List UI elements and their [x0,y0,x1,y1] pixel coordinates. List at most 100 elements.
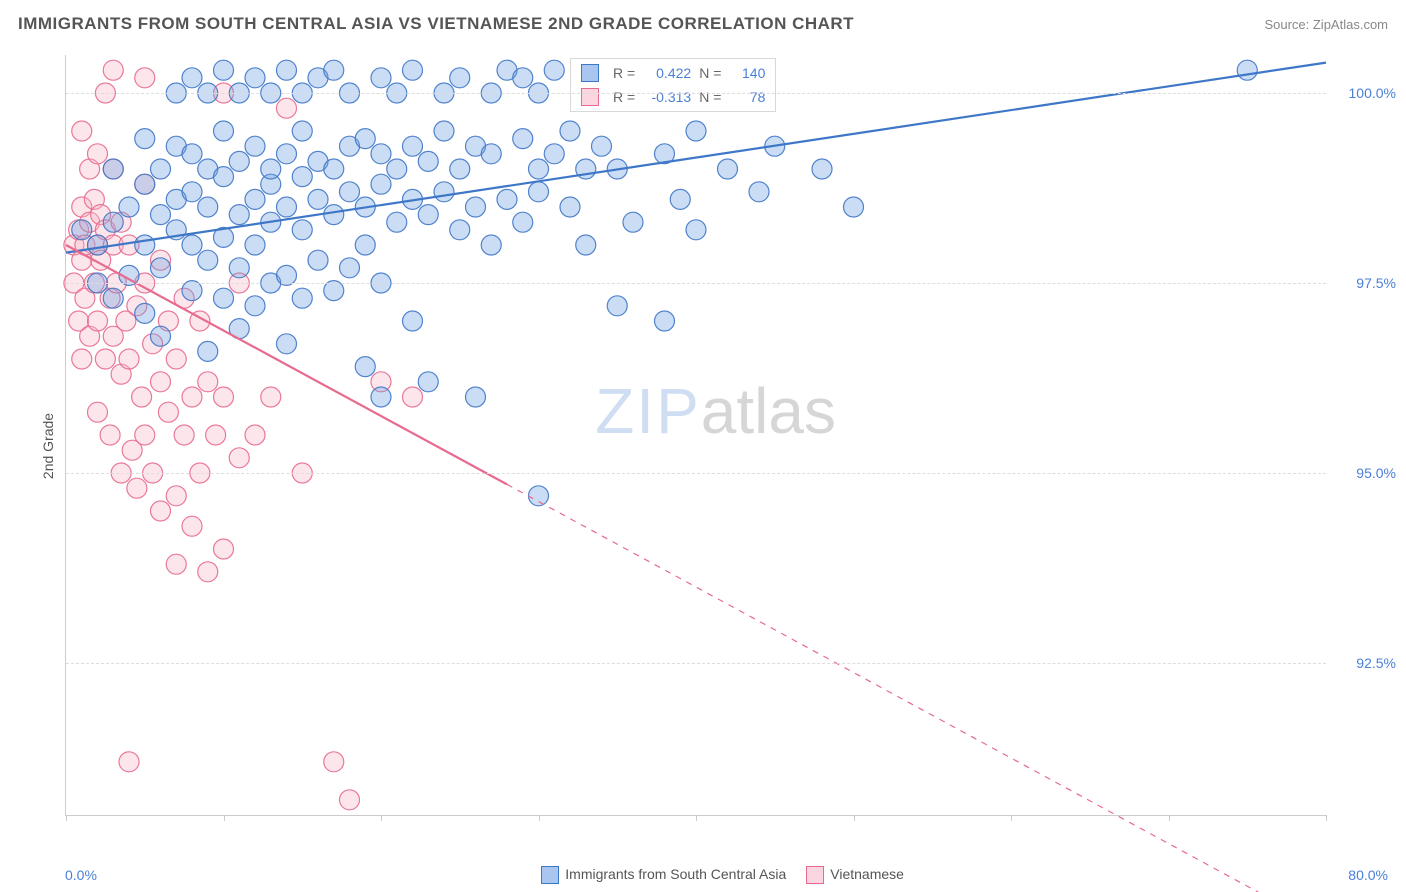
scatter-point [166,554,186,574]
scatter-point [450,159,470,179]
scatter-point [214,387,234,407]
scatter-point [340,182,360,202]
legend-bottom: Immigrants from South Central AsiaVietna… [541,866,904,884]
scatter-point [529,159,549,179]
scatter-point [844,197,864,217]
scatter-point [229,448,249,468]
scatter-point [466,197,486,217]
scatter-point [560,197,580,217]
gridline [66,473,1326,474]
scatter-point [198,197,218,217]
scatter-point [245,189,265,209]
scatter-point [198,562,218,582]
x-max-label: 80.0% [1348,867,1388,883]
scatter-point [812,159,832,179]
scatter-point [481,235,501,255]
scatter-point [529,486,549,506]
scatter-point [229,258,249,278]
scatter-point [371,144,391,164]
chart-header: IMMIGRANTS FROM SOUTH CENTRAL ASIA VS VI… [18,14,1388,34]
scatter-point [135,68,155,88]
y-tick-label: 92.5% [1356,655,1396,671]
scatter-point [245,235,265,255]
scatter-point [198,250,218,270]
chart-source: Source: ZipAtlas.com [1264,17,1388,32]
scatter-point [686,121,706,141]
scatter-point [371,174,391,194]
scatter-point [103,212,123,232]
scatter-point [214,288,234,308]
scatter-point [560,121,580,141]
x-tick [696,815,697,821]
scatter-point [95,349,115,369]
scatter-point [434,121,454,141]
scatter-point [387,159,407,179]
legend-n-value: 140 [729,65,765,81]
x-tick [539,815,540,821]
scatter-point [151,372,171,392]
scatter-point [403,387,423,407]
scatter-point [450,68,470,88]
scatter-point [403,136,423,156]
x-tick [1169,815,1170,821]
scatter-point [72,349,92,369]
scatter-point [718,159,738,179]
scatter-point [182,144,202,164]
scatter-point [135,174,155,194]
legend-r-label: R = [613,89,635,105]
legend-r-value: 0.422 [643,65,691,81]
legend-n-label: N = [699,89,721,105]
chart-title: IMMIGRANTS FROM SOUTH CENTRAL ASIA VS VI… [18,14,854,34]
scatter-point [308,250,328,270]
scatter-point [277,197,297,217]
x-tick [854,815,855,821]
y-tick-label: 97.5% [1356,275,1396,291]
scatter-point [418,372,438,392]
scatter-point [497,189,517,209]
scatter-point [355,129,375,149]
scatter-point [119,349,139,369]
scatter-point [135,129,155,149]
x-axis-row: 0.0% Immigrants from South Central AsiaV… [65,866,1388,884]
scatter-point [371,68,391,88]
scatter-point [355,357,375,377]
scatter-point [103,288,123,308]
scatter-point [214,121,234,141]
scatter-point [135,303,155,323]
y-tick-label: 100.0% [1349,85,1396,101]
scatter-point [151,205,171,225]
scatter-point [466,387,486,407]
scatter-point [513,68,533,88]
scatter-point [355,235,375,255]
scatter-point [245,425,265,445]
x-tick [224,815,225,821]
scatter-point [340,790,360,810]
scatter-point [670,189,690,209]
scatter-point [513,212,533,232]
scatter-point [214,60,234,80]
scatter-point [607,296,627,316]
scatter-point [292,220,312,240]
scatter-point [292,288,312,308]
scatter-point [371,387,391,407]
y-axis-label: 2nd Grade [40,413,56,479]
scatter-point [88,402,108,422]
scatter-point [88,144,108,164]
scatter-point [686,220,706,240]
scatter-point [418,205,438,225]
x-tick [1326,815,1327,821]
scatter-point [135,235,155,255]
scatter-point [292,167,312,187]
scatter-point [261,387,281,407]
scatter-point [277,98,297,118]
scatter-point [182,235,202,255]
scatter-point [72,220,92,240]
scatter-point [151,326,171,346]
legend-n-label: N = [699,65,721,81]
scatter-point [403,311,423,331]
scatter-point [229,151,249,171]
legend-bottom-label: Vietnamese [830,866,904,882]
scatter-point [592,136,612,156]
scatter-point [277,334,297,354]
legend-swatch [541,866,559,884]
